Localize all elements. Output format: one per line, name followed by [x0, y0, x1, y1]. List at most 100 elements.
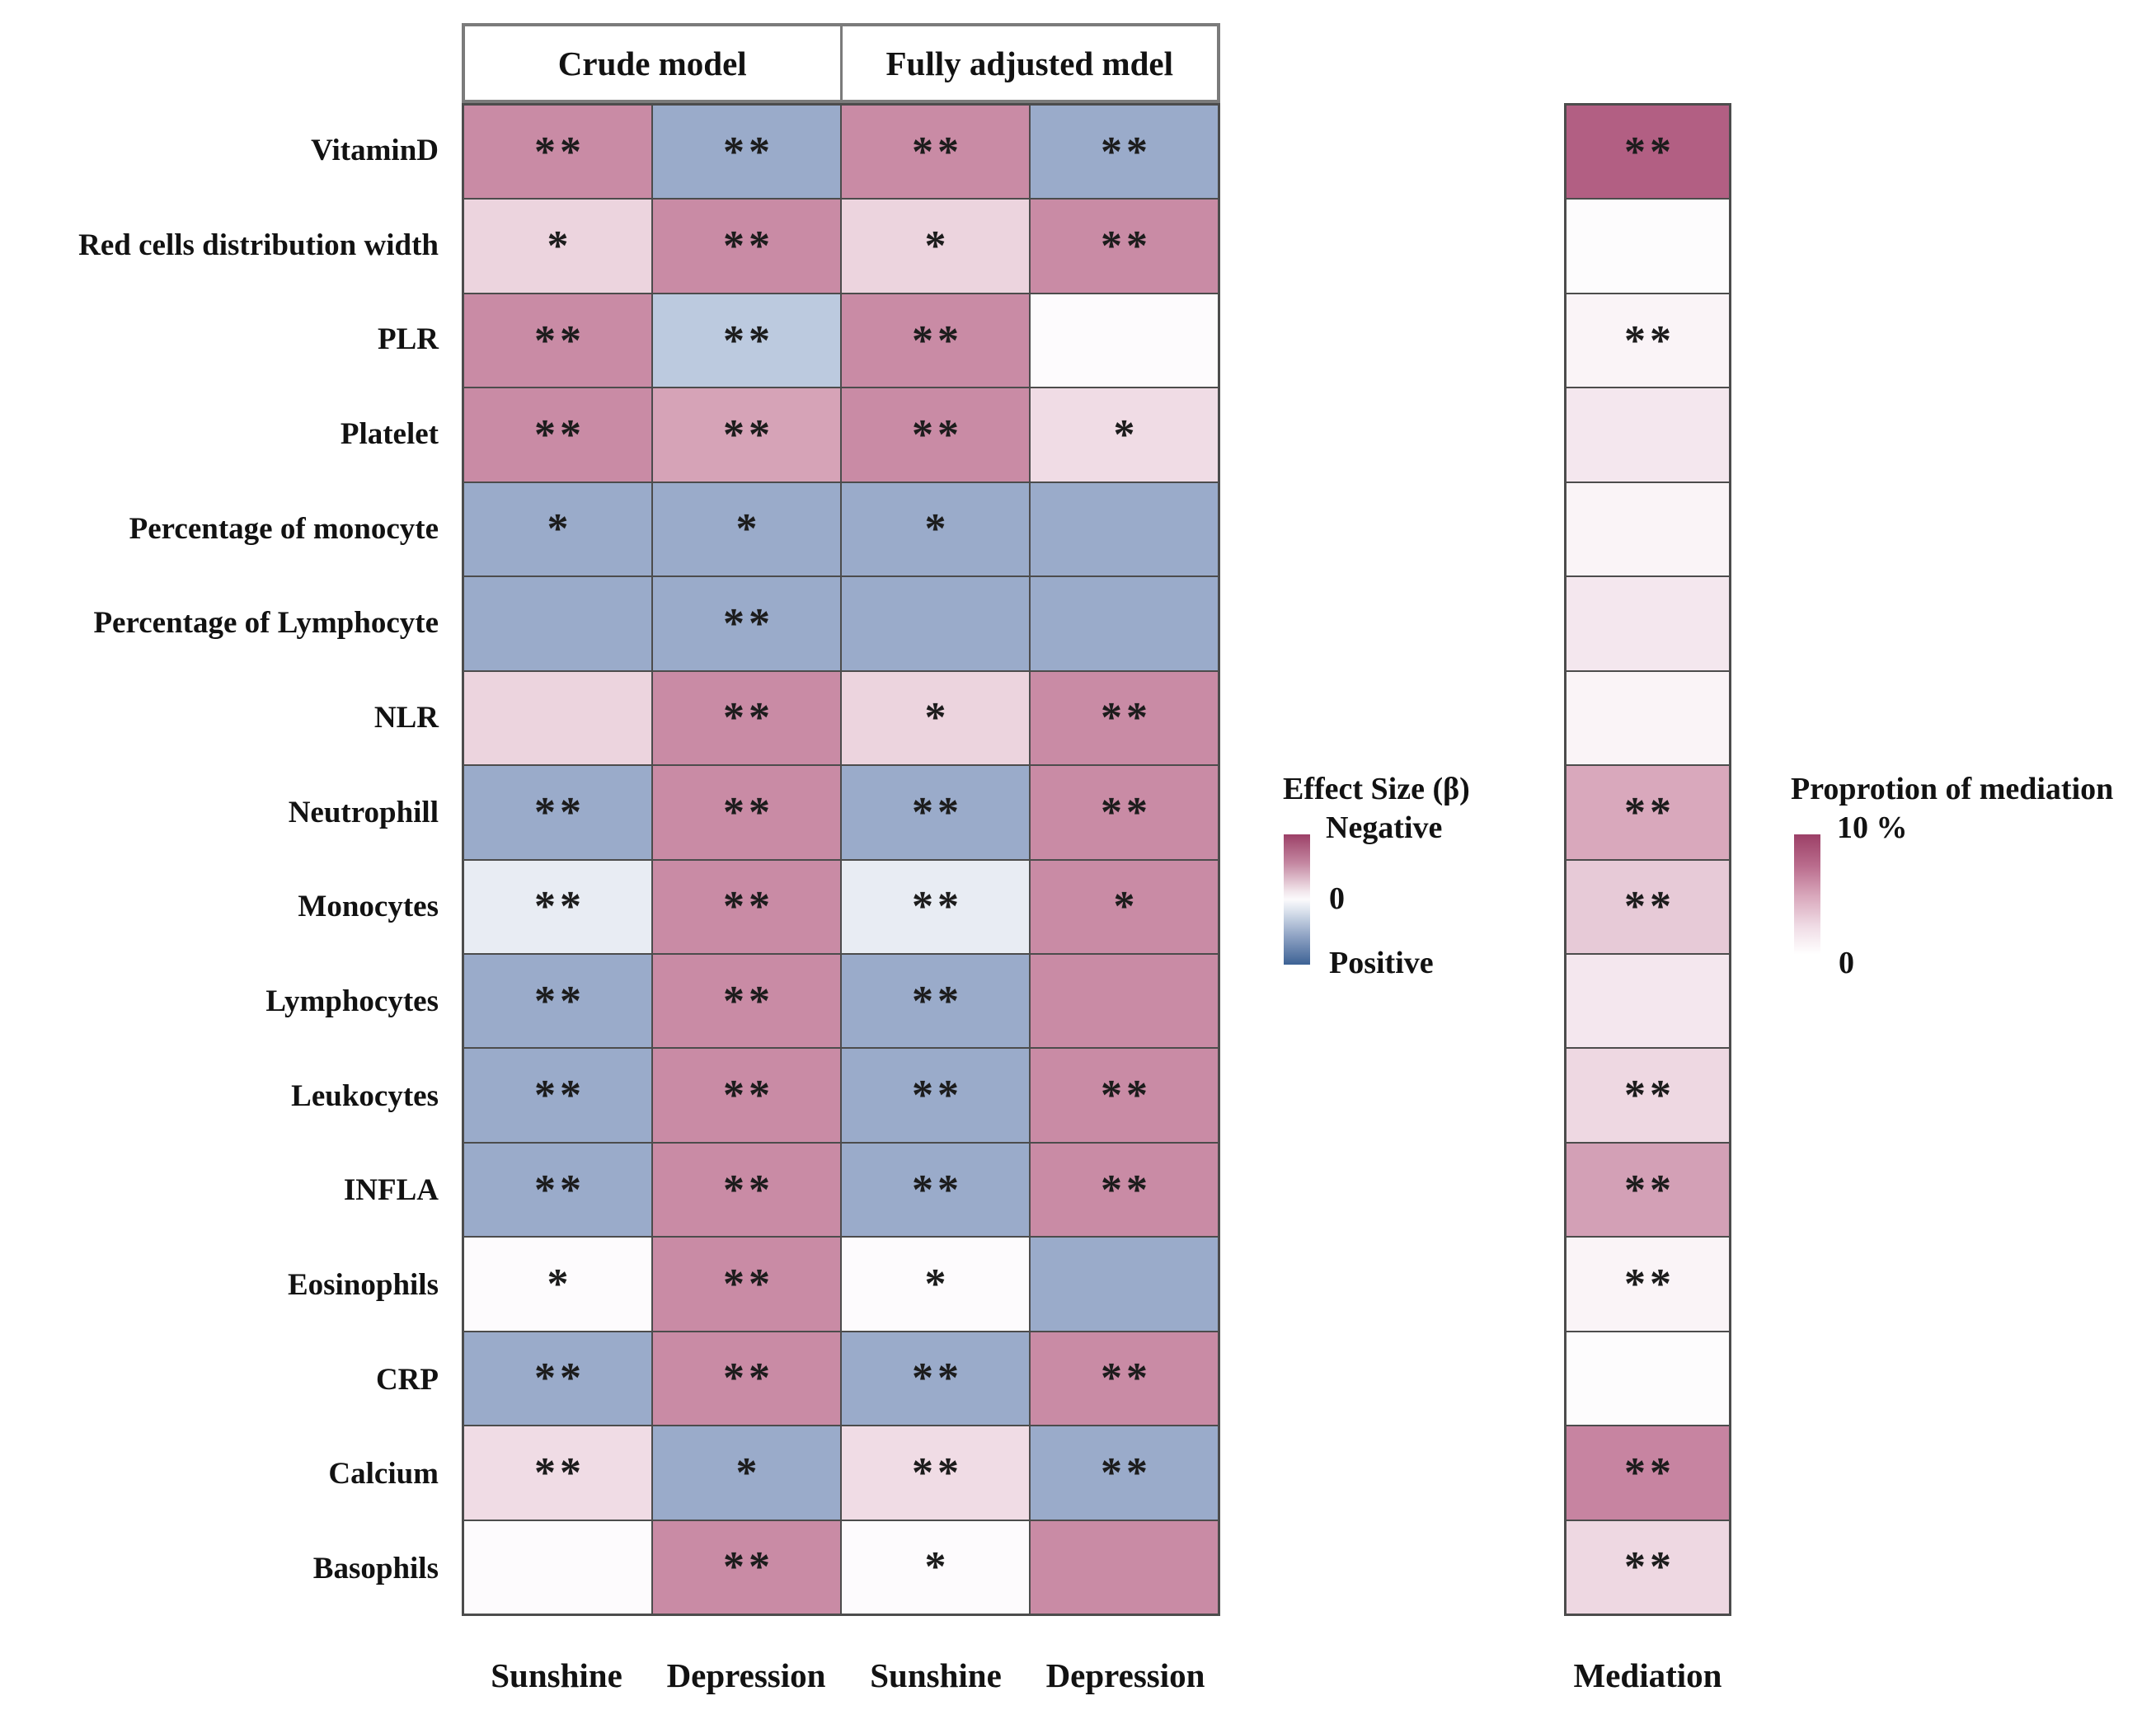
- heatmap-cell-r12-c1: **: [463, 1142, 652, 1238]
- row-label-14: CRP: [375, 1362, 439, 1397]
- heatmap-cell-r9-c4: *: [1030, 859, 1219, 954]
- heatmap-cell-r11-c2: **: [652, 1048, 841, 1143]
- mediation-cell-r2: [1566, 199, 1730, 294]
- heatmap-cell-r15-c4: **: [1030, 1426, 1219, 1520]
- heatmap-cell-r12-c3: **: [841, 1142, 1030, 1238]
- effect-legend-title: Effect Size (β): [1283, 772, 1470, 806]
- heatmap-cell-r2-c2: **: [652, 199, 841, 294]
- effect-legend-negative-label: Negative: [1326, 810, 1443, 845]
- heatmap-grid: ** ** ** ** * ** * ** ** ** ** ** ** ** * * * * ** ** * ** ** *…: [462, 103, 1220, 1616]
- heatmap-cell-r2-c1: *: [463, 199, 652, 294]
- heatmap-cell-r6-c1: [463, 576, 652, 671]
- heatmap-cell-r15-c1: **: [463, 1426, 652, 1520]
- heatmap-cell-r8-c1: **: [463, 765, 652, 860]
- heatmap-cell-r14-c3: **: [841, 1331, 1030, 1426]
- mediation-cell-r9: **: [1566, 859, 1730, 954]
- heatmap-cell-r10-c1: **: [463, 953, 652, 1049]
- heatmap-cell-r7-c4: **: [1030, 670, 1219, 766]
- row-label-3: PLR: [378, 322, 439, 357]
- mediation-cell-r13: **: [1566, 1237, 1730, 1332]
- mediation-cell-r10: [1566, 953, 1730, 1049]
- heatmap-cell-r1-c4: **: [1030, 105, 1219, 200]
- mediation-cell-r14: [1566, 1331, 1730, 1426]
- heatmap-cell-r3-c4: [1030, 293, 1219, 388]
- effect-legend-positive-label: Positive: [1329, 946, 1434, 980]
- heatmap-cell-r11-c1: **: [463, 1048, 652, 1143]
- heatmap-cell-r11-c4: **: [1030, 1048, 1219, 1143]
- mediation-cell-r5: [1566, 481, 1730, 577]
- heatmap-cell-r6-c4: [1030, 576, 1219, 671]
- heatmap-cell-r4-c1: **: [463, 388, 652, 482]
- mediation-legend-title: Proprotion of mediation: [1791, 772, 2114, 806]
- model-header: Crude model Fully adjusted mdel: [462, 23, 1220, 103]
- heatmap-cell-r10-c3: **: [841, 953, 1030, 1049]
- header-crude-model: Crude model: [557, 44, 747, 82]
- heatmap-cell-r2-c3: *: [841, 199, 1030, 294]
- heatmap-cell-r12-c2: **: [652, 1142, 841, 1238]
- row-label-11: Leukocytes: [291, 1078, 439, 1113]
- mediation-cell-r11: **: [1566, 1048, 1730, 1143]
- mediation-cell-r7: [1566, 670, 1730, 766]
- row-label-6: Percentage of Lymphocyte: [93, 606, 439, 641]
- mediation-cell-r15: **: [1566, 1426, 1730, 1520]
- mediation-cell-r16: **: [1566, 1520, 1730, 1614]
- mediation-cell-r3: **: [1566, 293, 1730, 388]
- heatmap-cell-r5-c2: *: [652, 481, 841, 577]
- heatmap-cell-r13-c4: [1030, 1237, 1219, 1332]
- heatmap-cell-r15-c3: **: [841, 1426, 1030, 1520]
- heatmap-cell-r9-c1: **: [463, 859, 652, 954]
- x-axis-labels: Sunshine Depression Sunshine Depression: [462, 1656, 1220, 1695]
- row-label-2: Red cells distribution width: [78, 228, 439, 262]
- x-axis-label-3: Sunshine: [870, 1656, 1002, 1694]
- heatmap-cell-r8-c2: **: [652, 765, 841, 860]
- heatmap-cell-r3-c1: **: [463, 293, 652, 388]
- heatmap-cell-r12-c4: **: [1030, 1142, 1219, 1238]
- row-label-16: Basophils: [312, 1552, 439, 1586]
- effect-legend-colorbar: [1284, 834, 1310, 965]
- row-label-9: Monocytes: [298, 890, 439, 924]
- row-label-10: Lymphocytes: [265, 984, 439, 1019]
- heatmap-cell-r16-c4: [1030, 1520, 1219, 1614]
- row-label-13: Eosinophils: [287, 1268, 439, 1303]
- heatmap-cell-r4-c2: **: [652, 388, 841, 482]
- row-label-4: Platelet: [340, 416, 439, 451]
- mediation-cell-r12: **: [1566, 1142, 1730, 1238]
- heatmap-cell-r16-c1: [463, 1520, 652, 1614]
- heatmap-cell-r13-c3: *: [841, 1237, 1030, 1332]
- heatmap-cell-r13-c2: **: [652, 1237, 841, 1332]
- heatmap-cell-r14-c1: **: [463, 1331, 652, 1426]
- heatmap-cell-r8-c4: **: [1030, 765, 1219, 860]
- header-fully-adjusted-model: Fully adjusted mdel: [839, 26, 1218, 100]
- mediation-axis-label: Mediation: [1573, 1656, 1722, 1694]
- row-label-7: NLR: [373, 700, 439, 735]
- heatmap-cell-r7-c3: *: [841, 670, 1030, 766]
- heatmap-cell-r16-c2: **: [652, 1520, 841, 1614]
- heatmap-cell-r10-c2: **: [652, 953, 841, 1049]
- heatmap-cell-r9-c3: **: [841, 859, 1030, 954]
- mediation-cell-r8: **: [1566, 765, 1730, 860]
- heatmap-cell-r5-c1: *: [463, 481, 652, 577]
- x-axis-label-4: Depression: [1045, 1656, 1205, 1694]
- heatmap-cell-r5-c3: *: [841, 481, 1030, 577]
- x-axis-label-1: Sunshine: [491, 1656, 622, 1694]
- mediation-cell-r6: [1566, 576, 1730, 671]
- row-label-1: VitaminD: [311, 133, 439, 167]
- heatmap-cell-r3-c3: **: [841, 293, 1030, 388]
- heatmap-cell-r10-c4: [1030, 953, 1219, 1049]
- mediation-legend-max-label: 10 %: [1837, 810, 1908, 845]
- heatmap-cell-r1-c3: **: [841, 105, 1030, 200]
- row-label-column: VitaminD Red cells distribution width PLR P…: [0, 103, 450, 1616]
- heatmap-cell-r6-c2: **: [652, 576, 841, 671]
- mediation-legend-zero-label: 0: [1839, 946, 1854, 980]
- row-label-15: Calcium: [328, 1457, 439, 1491]
- mediation-legend-colorbar: [1794, 834, 1820, 958]
- heatmap-cell-r7-c2: **: [652, 670, 841, 766]
- heatmap-cell-r16-c3: *: [841, 1520, 1030, 1614]
- heatmap-cell-r15-c2: *: [652, 1426, 841, 1520]
- mediation-grid: ** ** ** ** ** ** ** ** **: [1564, 103, 1731, 1616]
- heatmap-cell-r9-c2: **: [652, 859, 841, 954]
- heatmap-cell-r7-c1: [463, 670, 652, 766]
- heatmap-cell-r5-c4: [1030, 481, 1219, 577]
- heatmap-cell-r4-c4: *: [1030, 388, 1219, 482]
